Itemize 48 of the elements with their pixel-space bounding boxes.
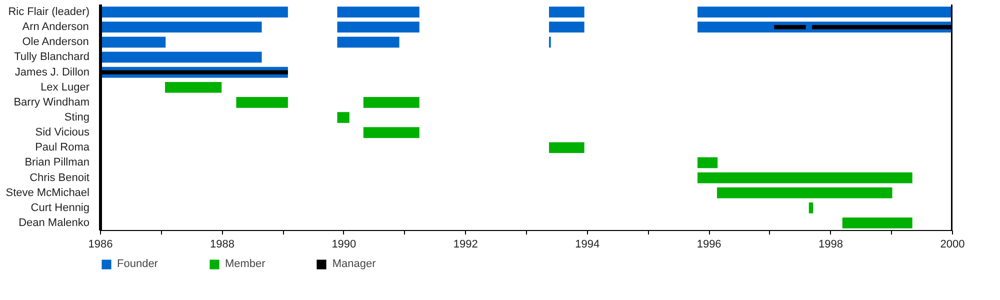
bar (100, 36, 166, 48)
bar (774, 24, 806, 30)
bar (337, 112, 350, 123)
x-tick-label: 1996 (696, 238, 722, 250)
bar (716, 187, 892, 198)
y-tick-label: Sting (64, 112, 90, 124)
bar (165, 82, 222, 93)
x-tick-label: 1992 (453, 238, 478, 250)
x-tick-label: 1986 (88, 238, 113, 250)
bar (549, 142, 584, 154)
legend-label: Founder (117, 258, 158, 270)
legend-label: Member (224, 258, 266, 270)
bar (363, 127, 420, 138)
x-tick-label: 1998 (818, 238, 844, 250)
x-tick-label: 2000 (940, 238, 965, 250)
y-tick-label: Dean Malenko (18, 216, 90, 229)
y-tick-label: Steve McMichael (6, 186, 90, 199)
legend-label: Manager (332, 258, 376, 270)
bar (100, 22, 262, 33)
bar (337, 36, 400, 48)
x-tick-label: 1990 (332, 238, 356, 250)
x-tick-label: 1988 (210, 238, 234, 250)
bar (549, 22, 584, 33)
bar (698, 157, 718, 168)
bar (236, 97, 288, 108)
bar (100, 6, 288, 18)
y-tick-label: Curt Hennig (30, 202, 90, 214)
y-tick-label: Sid Vicious (35, 126, 90, 139)
bar (842, 218, 912, 228)
y-tick-label: Barry Windham (14, 96, 90, 108)
bar (808, 202, 814, 214)
y-tick-label: Chris Benoit (30, 172, 90, 184)
bar (698, 6, 952, 18)
y-tick-label: Lex Luger (40, 81, 90, 94)
y-tick-label: Paul Roma (35, 142, 90, 154)
y-tick-label: Tully Blanchard (14, 51, 90, 64)
y-tick-label: Ric Flair (leader) (8, 6, 90, 18)
y-tick-label: James J. Dillon (14, 66, 90, 78)
y-tick-label: Brian Pillman (24, 156, 90, 169)
bar (549, 6, 584, 18)
y-tick-label: Arn Anderson (22, 21, 89, 34)
bar (698, 172, 912, 184)
x-tick-label: 1994 (575, 238, 600, 250)
y-tick-label: Ole Anderson (22, 36, 89, 48)
bar (337, 22, 420, 33)
bar (363, 97, 420, 108)
bar (337, 6, 420, 18)
bar (100, 52, 262, 63)
